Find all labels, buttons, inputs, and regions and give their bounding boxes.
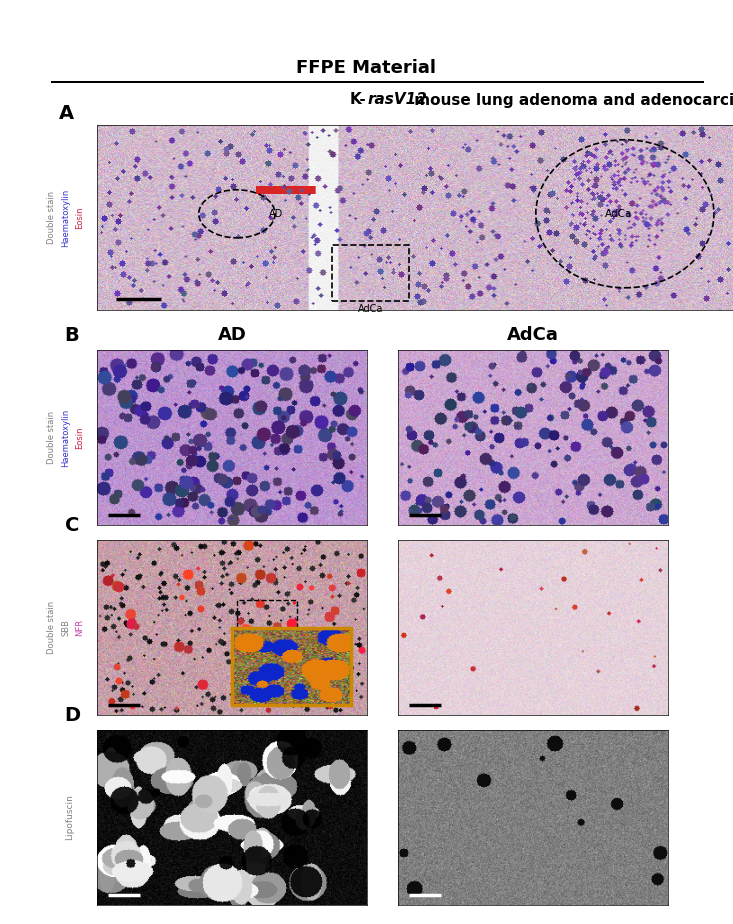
Text: Double stain: Double stain bbox=[48, 191, 56, 244]
Bar bbox=[332, 245, 408, 300]
Text: Double stain: Double stain bbox=[48, 411, 56, 464]
Text: AdCa: AdCa bbox=[358, 304, 383, 314]
Text: Double stain: Double stain bbox=[48, 601, 56, 654]
Text: Haematoxylin: Haematoxylin bbox=[62, 408, 70, 467]
Text: Lipofuscin: Lipofuscin bbox=[65, 795, 75, 841]
Text: B: B bbox=[65, 326, 79, 345]
Text: Eosin: Eosin bbox=[75, 426, 84, 449]
Text: K-: K- bbox=[350, 92, 366, 107]
Text: Haematoxylin: Haematoxylin bbox=[62, 188, 70, 247]
Text: AdCa: AdCa bbox=[605, 209, 632, 219]
Text: AdCa: AdCa bbox=[507, 326, 559, 344]
Text: A: A bbox=[59, 104, 74, 123]
Text: NFR: NFR bbox=[75, 619, 84, 636]
Bar bbox=[237, 600, 297, 649]
Text: C: C bbox=[65, 516, 79, 535]
Text: mouse lung adenoma and adenocarcinoma: mouse lung adenoma and adenocarcinoma bbox=[409, 92, 733, 107]
Text: AD: AD bbox=[218, 326, 246, 344]
Text: rasV12: rasV12 bbox=[368, 92, 428, 107]
Text: AD: AD bbox=[269, 209, 283, 219]
Text: FFPE Material: FFPE Material bbox=[297, 59, 436, 77]
Text: D: D bbox=[65, 706, 81, 724]
Text: Eosin: Eosin bbox=[75, 206, 84, 229]
Text: SBB: SBB bbox=[62, 619, 70, 636]
